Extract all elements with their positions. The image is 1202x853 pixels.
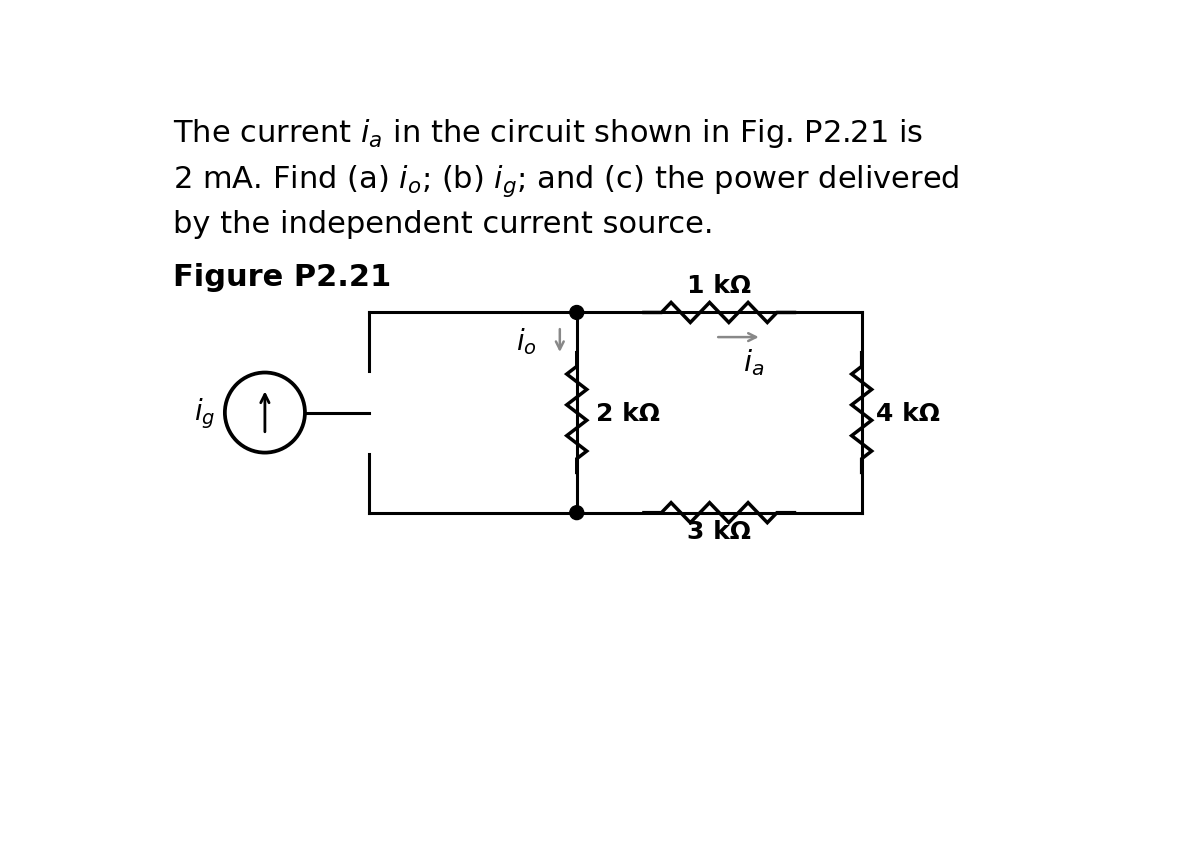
Text: The current $i_a$ in the circuit shown in Fig. P2.21 is: The current $i_a$ in the circuit shown i… xyxy=(173,117,923,150)
Text: $i_o$: $i_o$ xyxy=(516,326,537,357)
Text: 4 kΩ: 4 kΩ xyxy=(875,401,940,425)
Text: 2 mA. Find (a) $i_o$; (b) $i_g$; and (c) the power delivered: 2 mA. Find (a) $i_o$; (b) $i_g$; and (c)… xyxy=(173,163,959,199)
Text: 3 kΩ: 3 kΩ xyxy=(688,519,751,543)
Text: $i_g$: $i_g$ xyxy=(195,396,215,431)
Text: 2 kΩ: 2 kΩ xyxy=(596,401,660,425)
Circle shape xyxy=(570,506,584,520)
Text: $i_\mathregular{a}$: $i_\mathregular{a}$ xyxy=(743,347,764,378)
Circle shape xyxy=(225,373,305,453)
Text: Figure P2.21: Figure P2.21 xyxy=(173,263,391,292)
Text: by the independent current source.: by the independent current source. xyxy=(173,209,713,238)
Text: 1 kΩ: 1 kΩ xyxy=(688,274,751,298)
Circle shape xyxy=(570,306,584,320)
